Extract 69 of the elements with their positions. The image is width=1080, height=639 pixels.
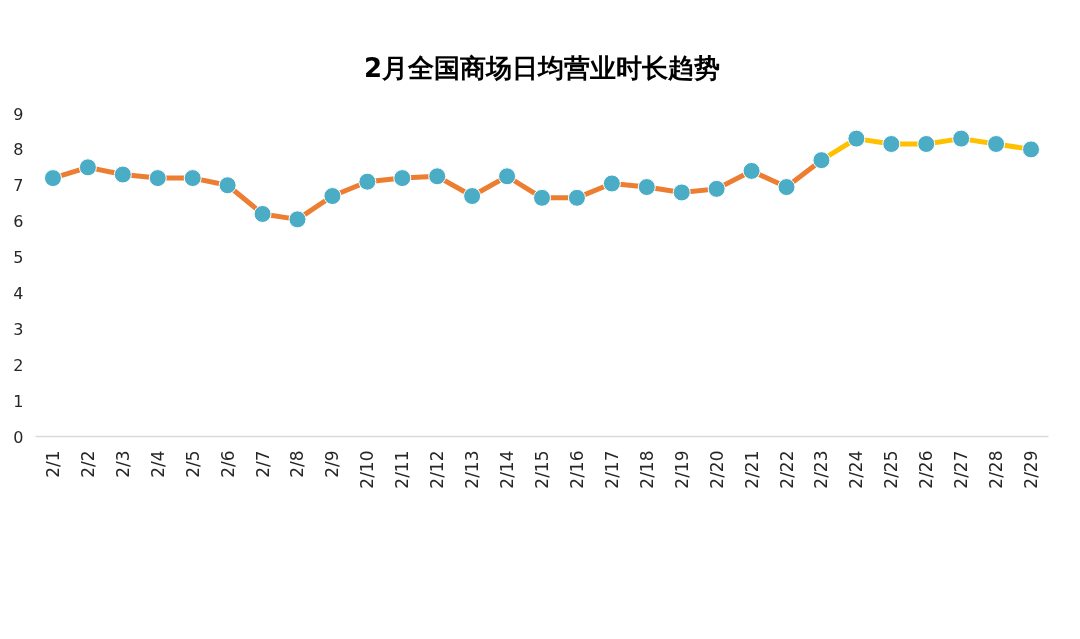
point bbox=[812, 151, 831, 170]
x-tick-label: 2/25 bbox=[881, 450, 902, 489]
y-tick-label: 2 bbox=[13, 355, 24, 375]
y-tick-label: 3 bbox=[13, 319, 24, 339]
y-tick-label: 7 bbox=[13, 176, 24, 196]
x-tick-label: 2/29 bbox=[1021, 450, 1042, 489]
point bbox=[567, 188, 586, 207]
x-tick-label: 2/27 bbox=[951, 450, 972, 489]
x-tick-label: 2/3 bbox=[112, 450, 133, 478]
y-tick-label: 8 bbox=[13, 140, 24, 160]
y-tick-label: 0 bbox=[13, 427, 24, 447]
y-tick-label: 4 bbox=[13, 283, 24, 303]
point bbox=[917, 135, 936, 153]
point bbox=[987, 135, 1006, 153]
x-tick-label: 2/13 bbox=[462, 450, 483, 489]
point bbox=[1022, 140, 1041, 159]
y-tick-label: 9 bbox=[13, 104, 24, 124]
x-tick-label: 2/2 bbox=[77, 450, 98, 478]
point bbox=[113, 165, 132, 184]
x-tick-label: 2/14 bbox=[497, 450, 518, 489]
x-tick-label: 2/23 bbox=[811, 450, 832, 489]
point bbox=[742, 161, 761, 180]
point bbox=[358, 172, 377, 191]
point bbox=[323, 187, 342, 206]
x-tick-label: 2/10 bbox=[357, 450, 378, 489]
x-tick-label: 2/12 bbox=[427, 450, 448, 489]
x-tick-label: 2/17 bbox=[601, 450, 622, 489]
point bbox=[533, 188, 551, 207]
x-tick-label: 2/16 bbox=[566, 450, 587, 489]
point bbox=[498, 167, 517, 186]
point bbox=[78, 158, 97, 177]
x-tick-label: 2/24 bbox=[846, 450, 867, 489]
x-tick-label: 2/26 bbox=[916, 450, 937, 489]
x-tick-label: 2/28 bbox=[986, 450, 1007, 489]
x-tick-label: 2/15 bbox=[532, 450, 552, 489]
point bbox=[148, 169, 167, 188]
x-tick-label: 2/19 bbox=[671, 450, 692, 489]
point bbox=[43, 169, 62, 188]
x-tick-label: 2/4 bbox=[147, 450, 168, 478]
x-tick-label: 2/11 bbox=[392, 450, 413, 489]
x-tick-label: 2/21 bbox=[741, 450, 762, 489]
point bbox=[707, 179, 726, 198]
point bbox=[672, 183, 691, 202]
point bbox=[183, 169, 202, 188]
point bbox=[777, 178, 796, 197]
x-tick-label: 2/8 bbox=[287, 450, 308, 478]
point bbox=[847, 129, 866, 148]
x-tick-label: 2/5 bbox=[182, 450, 203, 478]
point bbox=[463, 187, 482, 206]
point bbox=[602, 174, 621, 193]
x-tick-label: 2/20 bbox=[706, 450, 727, 489]
x-tick-label: 2/1 bbox=[42, 450, 63, 478]
x-tick-label: 2/7 bbox=[252, 450, 273, 478]
point bbox=[288, 210, 307, 229]
y-tick-label: 1 bbox=[13, 391, 24, 411]
x-tick-label: 2/9 bbox=[322, 450, 343, 478]
point bbox=[952, 129, 971, 148]
y-tick-label: 6 bbox=[13, 212, 24, 232]
x-tick-label: 2/22 bbox=[776, 450, 797, 489]
point bbox=[393, 169, 412, 188]
point bbox=[253, 205, 272, 223]
point bbox=[637, 178, 656, 197]
y-tick-label: 5 bbox=[13, 248, 24, 268]
x-tick-label: 2/6 bbox=[217, 450, 238, 478]
point bbox=[882, 135, 901, 153]
point bbox=[428, 167, 447, 186]
point bbox=[218, 176, 237, 195]
x-tick-label: 2/18 bbox=[636, 450, 657, 489]
chart-title: 2月全国商场日均营业时长趋势 bbox=[363, 52, 721, 83]
